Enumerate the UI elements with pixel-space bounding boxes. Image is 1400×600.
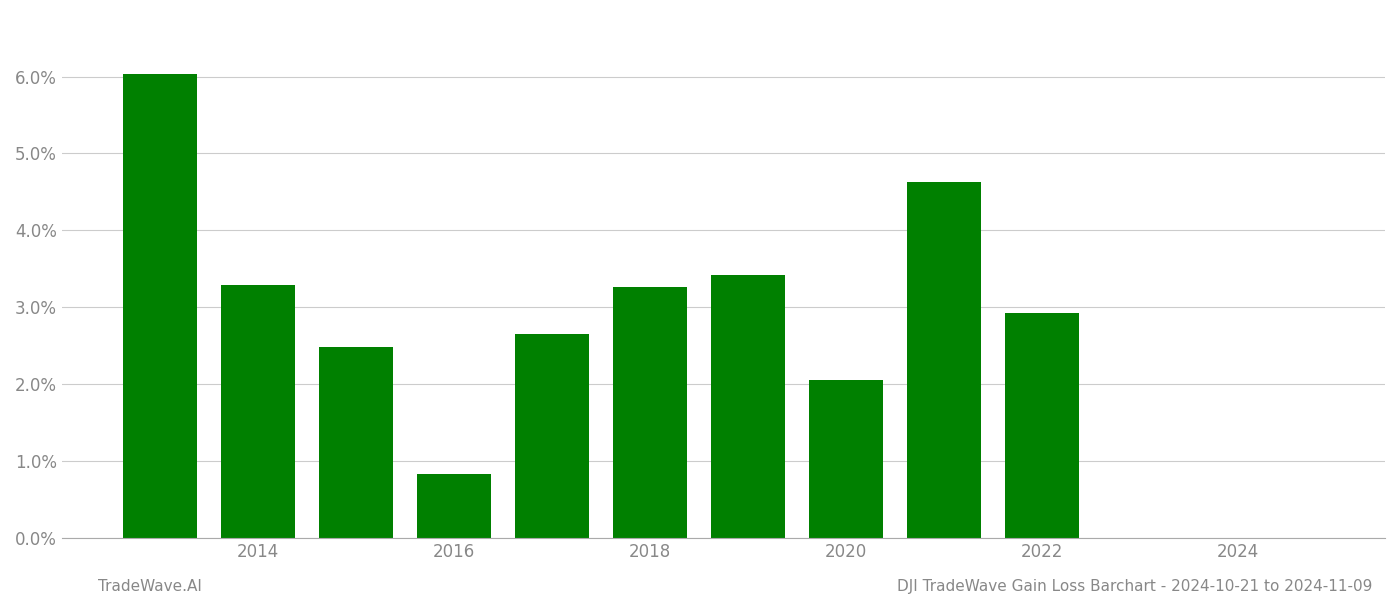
Bar — [1005, 313, 1079, 538]
Bar — [809, 380, 882, 538]
Bar — [711, 275, 784, 538]
Bar — [123, 74, 196, 538]
Bar — [417, 473, 490, 538]
Bar — [613, 287, 686, 538]
Bar — [319, 347, 392, 538]
Bar — [907, 182, 981, 538]
Text: DJI TradeWave Gain Loss Barchart - 2024-10-21 to 2024-11-09: DJI TradeWave Gain Loss Barchart - 2024-… — [896, 579, 1372, 594]
Bar — [221, 285, 294, 538]
Text: TradeWave.AI: TradeWave.AI — [98, 579, 202, 594]
Bar — [515, 334, 588, 538]
